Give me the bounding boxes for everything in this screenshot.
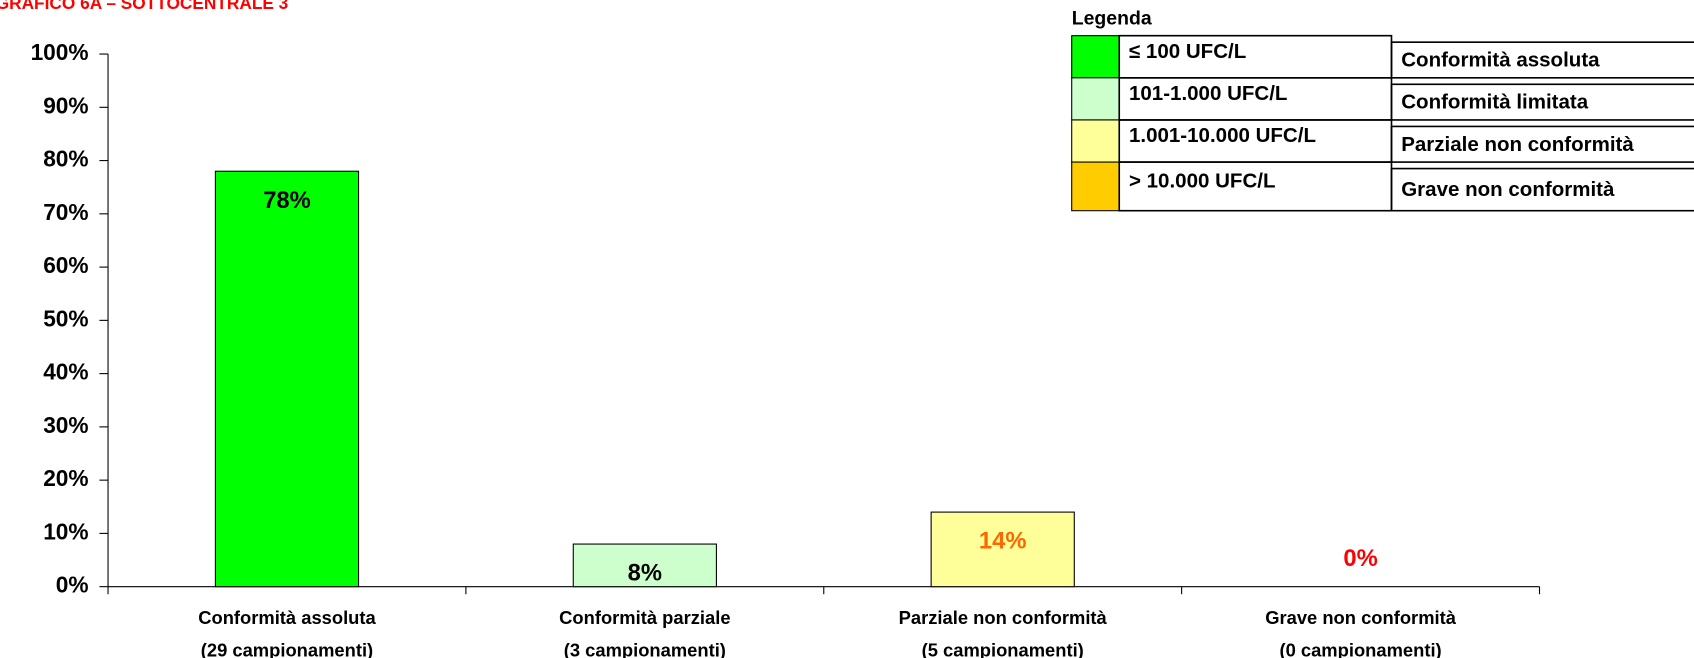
y-tick-label: 20%: [43, 465, 88, 491]
legend-label: Parziale non conformità: [1401, 133, 1634, 156]
legend-swatch: [1071, 119, 1120, 163]
x-tick-label: Parziale non conformità: [899, 607, 1108, 628]
legend-label: Conformità assoluta: [1401, 48, 1600, 71]
legend-range: ≤ 100 UFC/L: [1129, 40, 1246, 63]
legend-swatch: [1071, 35, 1120, 79]
legend-cell: [1390, 125, 1694, 163]
y-tick-label: 30%: [43, 412, 88, 438]
legend-range: > 10.000 UFC/L: [1129, 169, 1276, 192]
x-tick-label: Conformità assoluta: [198, 607, 376, 628]
x-tick-label: Conformità parziale: [559, 607, 730, 628]
y-tick-label: 40%: [43, 359, 88, 385]
value-label: 8%: [628, 560, 662, 587]
chart-title: GRAFICO 6A – SOTTOCENTRALE 3: [0, 0, 288, 13]
legend-swatch: [1071, 77, 1120, 121]
legend-label: Conformità limitata: [1401, 91, 1589, 114]
bar: [572, 543, 717, 588]
legend-cell: [1390, 167, 1694, 212]
bar: [214, 170, 360, 588]
legend-cell: [1390, 41, 1694, 79]
x-tick-label: Grave non conformità: [1265, 607, 1457, 628]
x-tick-label: (3 campionamenti): [564, 639, 726, 658]
legend-range: 1.001-10.000 UFC/L: [1129, 124, 1316, 147]
y-tick-label: 50%: [43, 305, 88, 331]
y-tick-label: 0%: [56, 572, 89, 598]
x-tick-label: (29 campionamenti): [201, 639, 373, 658]
value-label: 0%: [1343, 545, 1377, 572]
y-tick-label: 100%: [31, 39, 89, 65]
legend-label: Grave non conformità: [1401, 178, 1615, 201]
legend-cell: [1390, 83, 1694, 121]
y-tick-label: 90%: [43, 92, 88, 118]
y-tick-label: 80%: [43, 146, 88, 172]
value-label: 78%: [263, 187, 311, 214]
x-tick-label: (0 campionamenti): [1279, 639, 1441, 658]
legend-title: Legenda: [1072, 8, 1152, 30]
y-tick-label: 70%: [43, 199, 88, 225]
y-tick-label: 60%: [43, 252, 88, 278]
legend-swatch: [1071, 161, 1120, 212]
bar: [930, 511, 1075, 588]
legend-range: 101-1.000 UFC/L: [1129, 82, 1287, 105]
x-tick-label: (5 campionamenti): [922, 639, 1084, 658]
y-tick-label: 10%: [43, 518, 88, 544]
value-label: 14%: [979, 528, 1027, 555]
